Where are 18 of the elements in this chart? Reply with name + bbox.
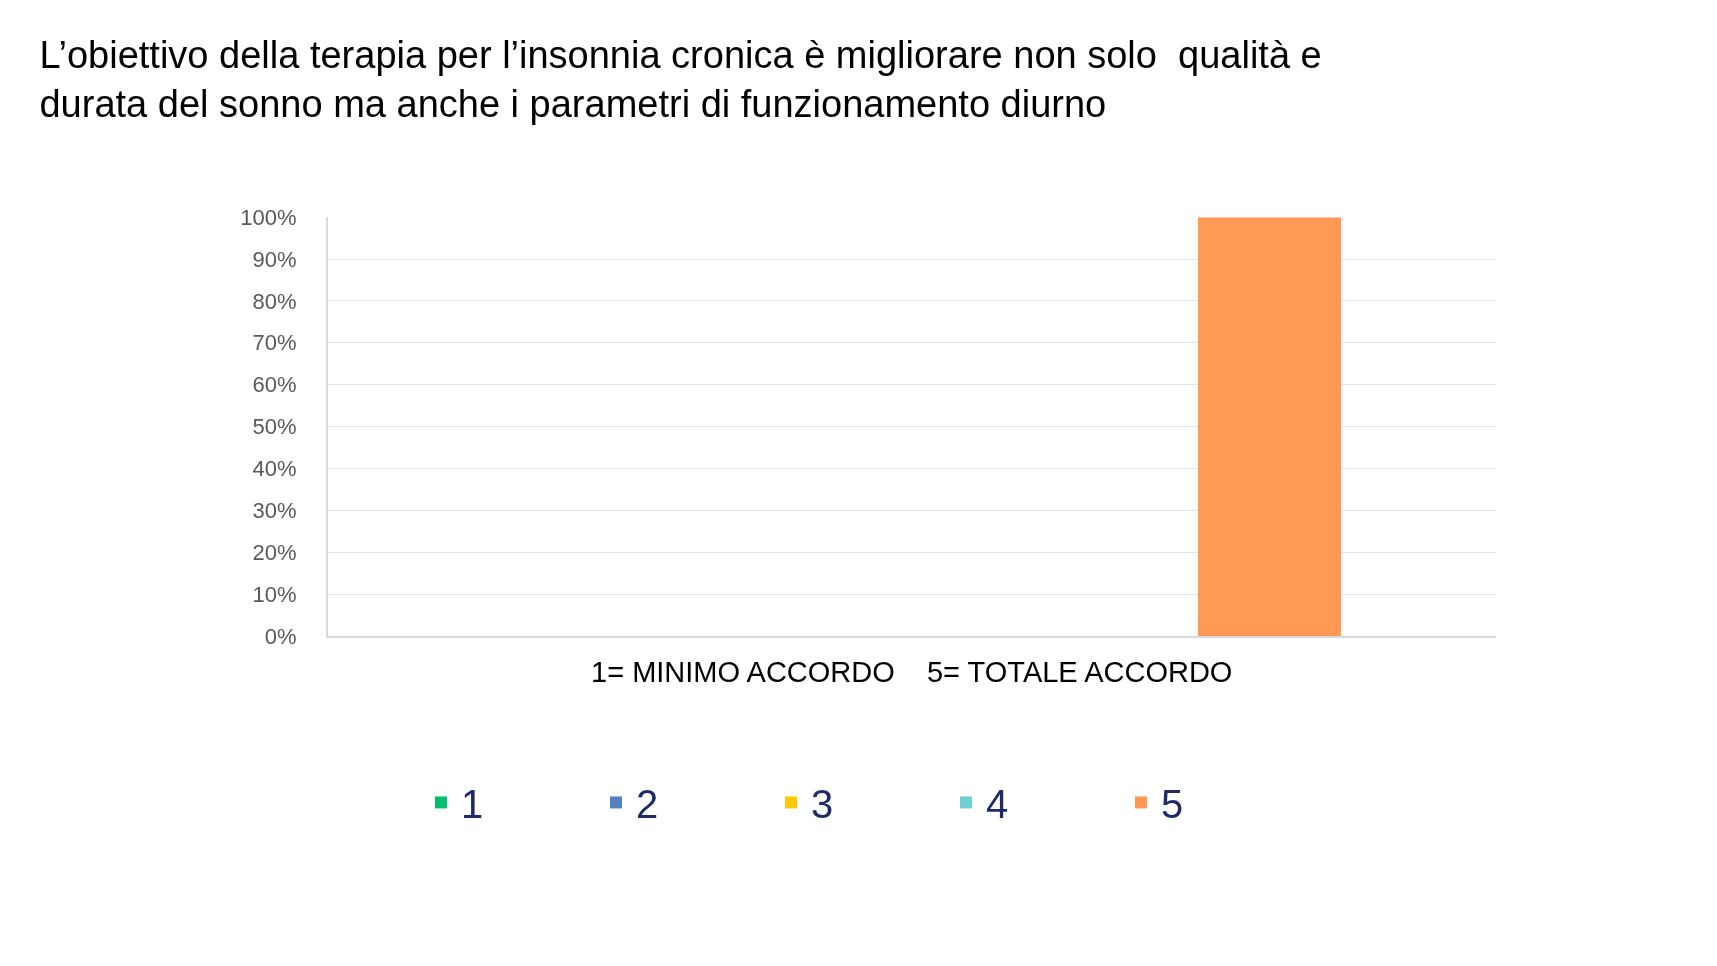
y-tick-label: 40% [252, 456, 297, 482]
y-tick-label: 80% [252, 288, 297, 314]
y-tick-label: 70% [252, 330, 297, 356]
y-tick-label: 100% [240, 204, 297, 230]
chart-title: L’obiettivo della terapia per l’insonnia cronica è migliorare non solo qualità e durata del sonno ma anche i parametri di funzionamento diurno [39, 33, 1333, 126]
y-tick-label: 30% [252, 497, 297, 523]
y-tick-label: 10% [252, 581, 297, 607]
legend-label: 2 [636, 782, 659, 827]
legend-label: 3 [811, 782, 834, 827]
y-tick-label: 90% [252, 246, 297, 272]
legend-label: 4 [986, 782, 1009, 827]
y-tick-label: 60% [252, 372, 297, 398]
legend-label: 1 [461, 782, 484, 827]
y-tick-label: 0% [264, 623, 297, 649]
y-tick-label: 20% [252, 539, 297, 565]
legend-label: 5 [1161, 782, 1184, 827]
x-axis-title: 1= MINIMO ACCORDO 5= TOTALE ACCORDO [591, 656, 1233, 689]
y-tick-label: 50% [252, 414, 297, 440]
